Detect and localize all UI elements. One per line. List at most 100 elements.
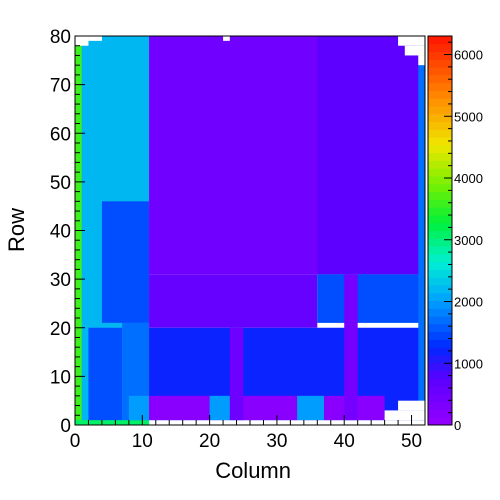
colorbar-swatch [428,121,452,130]
colorbar-tick-label: 5000 [454,109,483,124]
heatmap-region-column-stripe-40 [344,274,358,421]
colorbar-swatch [428,152,452,161]
colorbar-swatch [428,36,452,45]
colorbar-tick-label: 1000 [454,356,483,371]
heatmap-region-bottom-gap-3 [297,395,325,421]
colorbar-swatch [428,222,452,231]
y-tick-label: 70 [50,76,71,97]
empty-cell-0 [75,36,89,46]
heatmap-region-right-edge-column [418,36,425,421]
colorbar-swatch [428,393,452,403]
x-axis-title: Column [215,458,291,483]
y-tick-label: 40 [50,222,71,243]
empty-cell-6 [384,410,425,421]
y-tick-label: 30 [50,270,71,291]
colorbar-swatch [428,43,452,53]
heatmap-cells [75,36,426,425]
colorbar-swatch [428,378,452,387]
heatmap-region-left-bottom-row [75,420,150,425]
colorbar-swatch [428,98,452,107]
empty-cell-5 [418,55,425,66]
colorbar-swatch [428,300,452,309]
y-tick-label: 10 [50,367,71,388]
colorbar-swatch [428,284,452,294]
colorbar-swatch [428,191,452,200]
empty-cell-3 [398,36,425,46]
colorbar-swatch [428,183,452,193]
y-tick-label: 80 [50,27,71,48]
colorbar-swatch [428,386,452,395]
colorbar-tick-label: 2000 [454,295,483,310]
colorbar-swatch [428,246,452,255]
colorbar-swatch [428,339,452,348]
colorbar-swatch [428,308,452,317]
colorbar-swatch [428,331,452,340]
x-tick-label: 30 [266,431,287,452]
empty-cell-7 [398,400,425,411]
colorbar-swatch [428,106,452,115]
colorbar-swatch [428,59,452,68]
colorbar-swatch [428,253,452,263]
x-axis: 0 10 20 30 40 50 [70,415,422,452]
heatmap-region-bottom-pad-2 [236,395,298,421]
colorbar-swatch [428,238,452,247]
y-tick-label: 20 [50,319,71,340]
colorbar-swatch [428,113,452,123]
colorbar-swatch [428,230,452,239]
colorbar-swatch [428,277,452,286]
colorbar-swatch [428,67,452,76]
colorbar-swatch [428,417,452,426]
colorbar-swatch [428,199,452,208]
colorbar-swatch [428,207,452,216]
colorbar-swatch [428,144,452,154]
x-tick-label: 10 [132,431,153,452]
colorbar-swatch [428,214,452,224]
heatmap-region-lower-right-band [317,274,425,323]
empty-cell-1 [88,36,102,41]
colorbar-frame [427,35,453,426]
colorbar-swatch [428,409,452,418]
colorbar-swatch [428,370,452,379]
heatmap-region-column-stripe-23 [229,327,244,421]
colorbar-swatch [428,82,452,91]
colorbar-swatch [428,51,452,60]
colorbar-swatch [428,269,452,278]
colorbar-swatch [428,323,452,333]
heatmap-region-lower-middle-band [149,274,318,328]
y-axis-title: Row [4,208,29,252]
colorbar-swatch [428,129,452,138]
colorbar [427,35,453,426]
heatmap-region-left-low-block [88,327,123,421]
heatmap-region-upper-right-third [317,36,425,275]
colorbar-swatch [428,347,452,356]
heatmap-region-bottom-pad-1 [149,395,210,421]
colorbar-tick-label: 3000 [454,233,483,248]
x-tick-label: 0 [70,431,81,452]
y-axis: 0 10 20 30 40 50 60 70 80 [50,27,85,437]
colorbar-swatch [428,316,452,325]
colorbar-swatch [428,137,452,146]
colorbar-swatch [428,292,452,302]
colorbar-swatch [428,160,452,169]
colorbar-tick-label: 6000 [454,48,483,63]
heatmap-region-bottom-gap-1 [128,395,150,421]
x-tick-label: 40 [334,431,355,452]
colorbar-tick-label: 0 [454,418,461,433]
x-tick-label: 50 [401,431,422,452]
x-tick-label: 20 [199,431,220,452]
empty-cell-4 [404,45,425,56]
colorbar-swatch [428,168,452,177]
empty-cell-2 [223,36,230,41]
colorbar-swatch [428,261,452,270]
colorbar-tick-label: 4000 [454,171,483,186]
colorbar-swatch [428,90,452,99]
y-tick-label: 50 [50,173,71,194]
heatmap-region-left-mid-block [101,201,150,323]
colorbar-swatch [428,354,452,364]
y-tick-label: 0 [60,416,71,437]
colorbar-axis: 0 1000 2000 3000 4000 5000 6000 [444,41,483,433]
colorbar-swatch [428,362,452,372]
colorbar-swatch [428,401,452,410]
y-tick-label: 60 [50,124,71,145]
